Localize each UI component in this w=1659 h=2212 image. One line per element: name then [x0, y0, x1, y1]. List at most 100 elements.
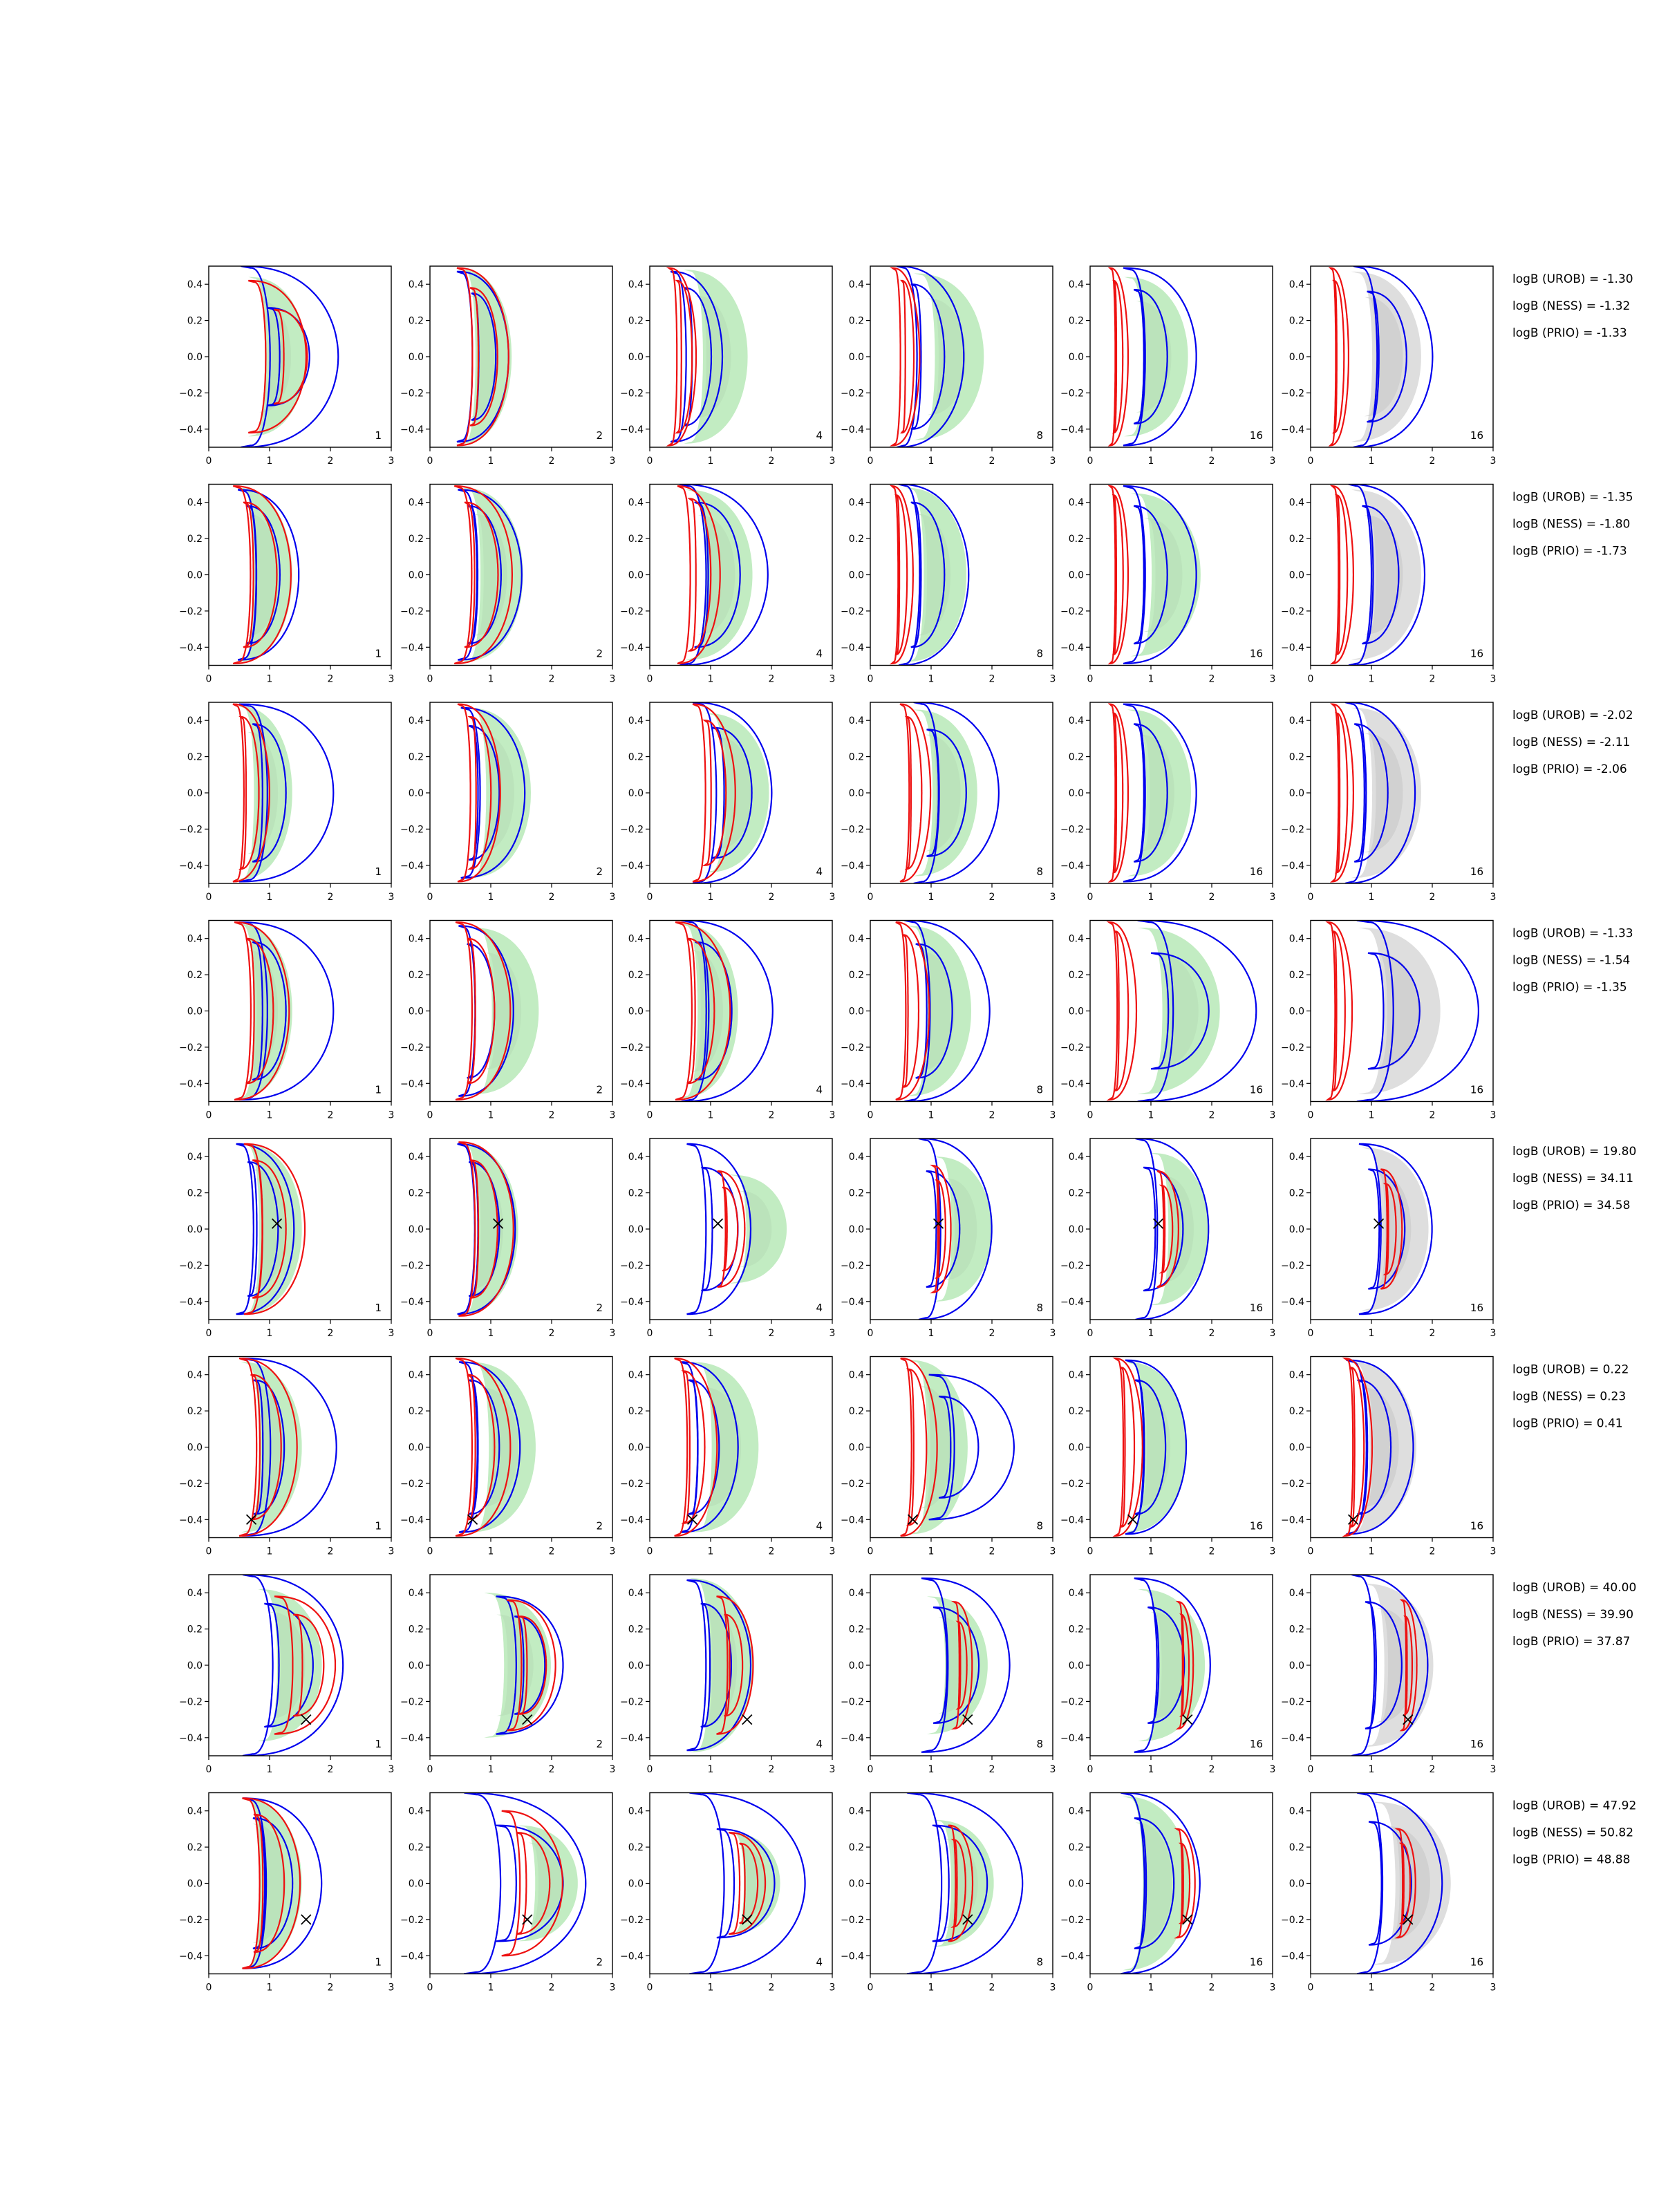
true-value-marker — [245, 1514, 257, 1525]
contour-panel: 0 1 2 3 0.4 0.2 0.0 −0.2 −0.4 16 — [1060, 919, 1275, 1121]
panel-label: 16 — [1250, 1302, 1263, 1314]
y-tick-label: −0.2 — [400, 1260, 424, 1271]
blue-contour — [1147, 1606, 1185, 1724]
y-tick-label: 0.4 — [849, 1152, 864, 1163]
figure-row: 0 1 2 3 0.4 0.2 0.0 −0.2 −0.4 1 0 1 2 3 0.4 0.2 0.0 −0.2 −… — [179, 919, 1633, 1121]
y-tick-label: −0.4 — [1281, 642, 1304, 653]
y-tick-label: 0.2 — [1289, 1406, 1304, 1417]
y-tick-label: 0.2 — [1069, 1406, 1084, 1417]
axes-frame — [208, 702, 392, 884]
x-tick-label: 0 — [868, 456, 874, 467]
x-tick-label: 3 — [1270, 456, 1276, 467]
panel-label: 16 — [1470, 1956, 1483, 1969]
y-tick-label: −0.2 — [841, 1915, 864, 1926]
y-tick-label: −0.2 — [841, 824, 864, 835]
red-contour — [464, 501, 499, 648]
y-tick-label: 0.0 — [187, 1443, 203, 1454]
x-tick-label: 3 — [610, 1328, 616, 1339]
true-value-marker — [522, 1914, 533, 1925]
y-tick-label: −0.2 — [179, 1042, 203, 1053]
x-tick-label: 1 — [488, 1110, 494, 1121]
density-core — [1150, 1612, 1188, 1718]
x-tick-label: 1 — [1148, 1983, 1154, 1994]
y-tick-label: 0.4 — [628, 1588, 644, 1599]
contour-panel: 0 1 2 3 0.4 0.2 0.0 −0.2 −0.4 4 — [620, 1138, 835, 1339]
panel-label: 1 — [375, 1956, 382, 1969]
x-tick-label: 0 — [427, 456, 433, 467]
panel-label: 1 — [375, 429, 382, 442]
red-contour — [253, 1813, 285, 1953]
x-tick-label: 1 — [708, 1546, 714, 1557]
red-contour — [1342, 1357, 1374, 1537]
x-tick-label: 1 — [488, 1764, 494, 1775]
x-tick-label: 2 — [1209, 1764, 1215, 1775]
x-tick-label: 3 — [1050, 1546, 1056, 1557]
y-tick-label: 0.0 — [1289, 1443, 1304, 1454]
blue-contour — [932, 1606, 980, 1724]
y-tick-label: 0.0 — [1069, 1224, 1084, 1235]
x-tick-label: 2 — [549, 456, 555, 467]
logb-annotation: logB (NESS) = -1.54 — [1512, 954, 1630, 968]
x-tick-label: 1 — [928, 1983, 935, 1994]
true-value-marker — [962, 1714, 973, 1725]
x-tick-label: 2 — [549, 674, 555, 685]
y-tick-label: 0.0 — [849, 1006, 864, 1018]
y-tick-label: −0.2 — [620, 1696, 644, 1707]
y-tick-label: −0.2 — [620, 824, 644, 835]
x-tick-label: 1 — [488, 1328, 494, 1339]
x-tick-label: 1 — [488, 892, 494, 903]
x-tick-label: 3 — [388, 892, 395, 903]
logb-annotation: logB (UROB) = 47.92 — [1512, 1799, 1636, 1813]
y-tick-label: −0.4 — [179, 642, 203, 653]
blue-contour — [1123, 485, 1197, 664]
axes-frame — [429, 1138, 613, 1320]
blue-contour — [910, 283, 946, 430]
y-tick-label: 0.0 — [1069, 570, 1084, 581]
blue-contour — [1356, 920, 1480, 1102]
red-contour — [516, 1832, 551, 1935]
x-tick-label: 2 — [328, 1328, 334, 1339]
blue-contour — [1134, 1577, 1211, 1753]
y-tick-label: 0.4 — [628, 1152, 644, 1163]
blue-contour — [1367, 290, 1407, 423]
y-tick-label: 0.2 — [1069, 1842, 1084, 1853]
x-tick-label: 3 — [1490, 674, 1497, 685]
y-tick-label: −0.2 — [620, 388, 644, 399]
x-tick-label: 1 — [708, 1764, 714, 1775]
logb-annotation: logB (UROB) = -2.02 — [1512, 709, 1633, 722]
y-tick-label: −0.4 — [620, 424, 644, 435]
red-contour — [232, 485, 292, 664]
y-tick-label: 0.4 — [849, 1588, 864, 1599]
red-contour — [935, 1179, 947, 1279]
contour-panel: 0 1 2 3 0.4 0.2 0.0 −0.2 −0.4 16 — [1060, 1356, 1275, 1557]
density-core — [1135, 1822, 1172, 1944]
blue-contour — [926, 1170, 961, 1288]
red-contour — [1107, 485, 1129, 665]
y-tick-label: −0.4 — [620, 1951, 644, 1962]
y-tick-label: 0.4 — [187, 1152, 203, 1163]
blue-contour — [1365, 1601, 1403, 1730]
y-tick-label: 0.4 — [187, 715, 203, 727]
red-contour — [1349, 1366, 1365, 1528]
density-core — [945, 1178, 977, 1280]
logb-annotation: logB (UROB) = -1.30 — [1512, 272, 1633, 286]
red-contour — [702, 719, 727, 867]
y-tick-label: −0.4 — [841, 642, 864, 653]
y-tick-label: 0.2 — [187, 1188, 203, 1199]
y-tick-label: 0.2 — [409, 970, 424, 981]
x-tick-label: 1 — [267, 674, 273, 685]
contour-panel: 0 1 2 3 0.4 0.2 0.0 −0.2 −0.4 4 — [620, 919, 835, 1121]
y-tick-label: −0.2 — [400, 606, 424, 617]
x-tick-label: 3 — [1270, 1983, 1276, 1994]
y-tick-label: 0.4 — [409, 934, 424, 945]
x-tick-label: 3 — [1490, 1110, 1497, 1121]
panel-label: 2 — [596, 1520, 603, 1533]
panel-label: 16 — [1250, 865, 1263, 878]
red-contour — [716, 1595, 754, 1735]
x-tick-label: 0 — [427, 1328, 433, 1339]
red-contour — [1107, 267, 1129, 447]
contour-panel: 0 1 2 3 0.4 0.2 0.0 −0.2 −0.4 16 — [1060, 1792, 1276, 1994]
x-tick-label: 0 — [1308, 892, 1314, 903]
true-value-marker — [492, 1218, 504, 1229]
